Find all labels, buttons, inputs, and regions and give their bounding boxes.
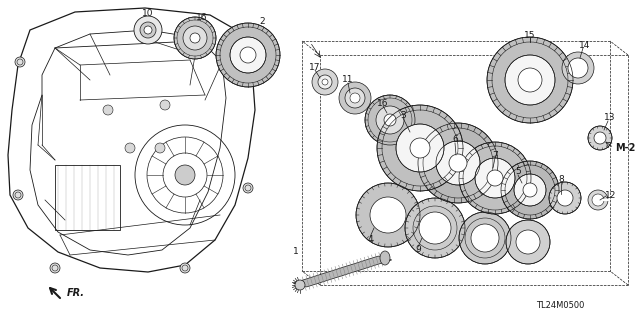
Circle shape [160,100,170,110]
Circle shape [365,95,415,145]
Circle shape [568,58,588,78]
Circle shape [13,190,23,200]
Text: 17: 17 [309,63,321,71]
Circle shape [396,124,444,172]
Text: 8: 8 [558,175,564,184]
Circle shape [125,143,135,153]
Text: M-2: M-2 [615,143,636,153]
Circle shape [506,220,550,264]
Text: 5: 5 [515,167,521,176]
Text: TL24M0500: TL24M0500 [536,300,584,309]
Circle shape [594,132,606,144]
Circle shape [516,230,540,254]
Circle shape [322,79,328,85]
Circle shape [549,182,581,214]
Circle shape [243,183,253,193]
Circle shape [377,105,463,191]
Circle shape [518,68,542,92]
Text: 1: 1 [293,248,299,256]
Text: FR.: FR. [67,288,85,298]
Circle shape [183,26,207,50]
Circle shape [174,17,216,59]
Circle shape [318,75,332,89]
Circle shape [50,263,60,273]
Circle shape [144,26,152,34]
Circle shape [588,190,608,210]
Circle shape [459,142,531,214]
Circle shape [418,123,498,203]
Circle shape [103,105,113,115]
Circle shape [175,165,195,185]
Circle shape [449,154,467,172]
Text: 13: 13 [604,114,616,122]
Circle shape [405,198,465,258]
Circle shape [134,16,162,44]
Circle shape [592,194,604,206]
Circle shape [350,93,360,103]
Circle shape [514,174,546,206]
Text: 11: 11 [342,76,354,85]
Text: 3: 3 [400,110,406,120]
Text: 4: 4 [367,235,373,244]
Text: 16: 16 [196,13,208,23]
Circle shape [190,33,200,43]
Circle shape [384,114,396,126]
Circle shape [370,197,406,233]
Circle shape [487,170,503,186]
Circle shape [312,69,338,95]
Text: 6: 6 [452,136,458,145]
Circle shape [505,55,555,105]
Circle shape [180,263,190,273]
Circle shape [562,52,594,84]
Text: 7: 7 [492,151,498,160]
Circle shape [501,161,559,219]
Circle shape [339,82,371,114]
Circle shape [15,57,25,67]
Text: 9: 9 [415,246,421,255]
Circle shape [140,22,156,38]
Circle shape [436,141,480,185]
Circle shape [557,190,573,206]
Circle shape [295,280,305,290]
Circle shape [419,212,451,244]
Circle shape [230,37,266,73]
Circle shape [240,47,256,63]
Circle shape [216,23,280,87]
Circle shape [345,88,365,108]
Circle shape [155,143,165,153]
Circle shape [487,37,573,123]
Circle shape [523,183,537,197]
Circle shape [410,138,430,158]
Text: 15: 15 [524,31,536,40]
Ellipse shape [380,251,390,265]
Text: 16: 16 [377,99,388,108]
Text: 10: 10 [142,9,154,18]
Text: 14: 14 [579,41,591,49]
Bar [55,165,120,230]
Text: 2: 2 [259,18,265,26]
Circle shape [235,40,245,50]
Circle shape [475,158,515,198]
Circle shape [459,212,511,264]
Polygon shape [293,256,392,287]
Circle shape [376,106,404,134]
Text: 12: 12 [605,190,617,199]
Circle shape [356,183,420,247]
Circle shape [588,126,612,150]
Circle shape [471,224,499,252]
